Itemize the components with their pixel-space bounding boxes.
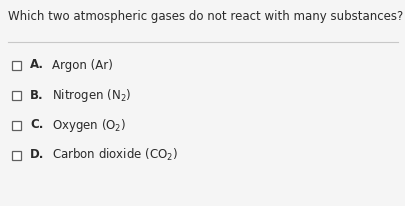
Text: C.: C. xyxy=(30,118,43,131)
Text: Carbon dioxide (CO$_{2}$): Carbon dioxide (CO$_{2}$) xyxy=(52,147,177,163)
Text: Which two atmospheric gases do not react with many substances?: Which two atmospheric gases do not react… xyxy=(8,10,402,23)
Bar xyxy=(12,61,21,69)
Text: Nitrogen (N$_{2}$): Nitrogen (N$_{2}$) xyxy=(52,87,131,103)
Text: D.: D. xyxy=(30,149,44,162)
Bar xyxy=(12,151,21,159)
Text: A.: A. xyxy=(30,59,44,71)
Text: Argon (Ar): Argon (Ar) xyxy=(52,59,113,71)
Text: B.: B. xyxy=(30,89,43,102)
Bar xyxy=(12,90,21,99)
Text: Oxygen (O$_{2}$): Oxygen (O$_{2}$) xyxy=(52,117,126,133)
Bar xyxy=(12,121,21,130)
